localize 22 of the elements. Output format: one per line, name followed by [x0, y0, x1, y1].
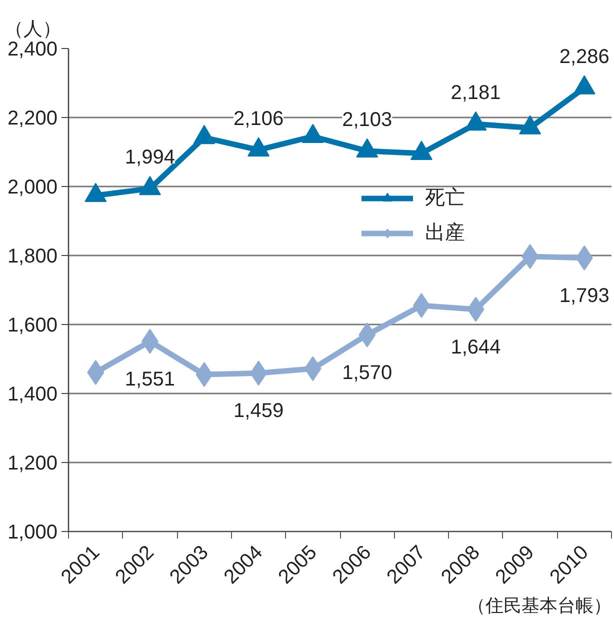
- y-tick-label: 2,200: [7, 108, 58, 130]
- data-label: 2,103: [342, 108, 392, 131]
- data-label: 2,106: [234, 108, 284, 130]
- data-label: 1,994: [124, 146, 175, 169]
- y-axis-title: （人）: [4, 19, 62, 40]
- text: （住民基本台帳）: [468, 596, 612, 616]
- data-label: 1,793: [559, 284, 610, 307]
- y-tick-label: 1,400: [7, 384, 58, 406]
- y-tick-label: 2,400: [7, 38, 58, 60]
- data-label: 1,644: [450, 336, 501, 358]
- data-label: 1,459: [234, 400, 284, 422]
- data-label: 2,181: [450, 82, 501, 104]
- y-tick-label: 1,600: [7, 314, 58, 336]
- y-tick-label: 1,800: [7, 246, 58, 268]
- data-label: 1,570: [342, 362, 392, 384]
- y-tick-label: 1,000: [7, 522, 58, 544]
- y-tick-label: 1,200: [7, 452, 58, 474]
- data-label: 2,286: [559, 46, 610, 68]
- legend-label: 出産: [425, 221, 465, 246]
- data-label: 1,551: [124, 368, 175, 390]
- y-tick-label: 2,000: [7, 176, 58, 198]
- legend-label: 死亡: [425, 186, 465, 211]
